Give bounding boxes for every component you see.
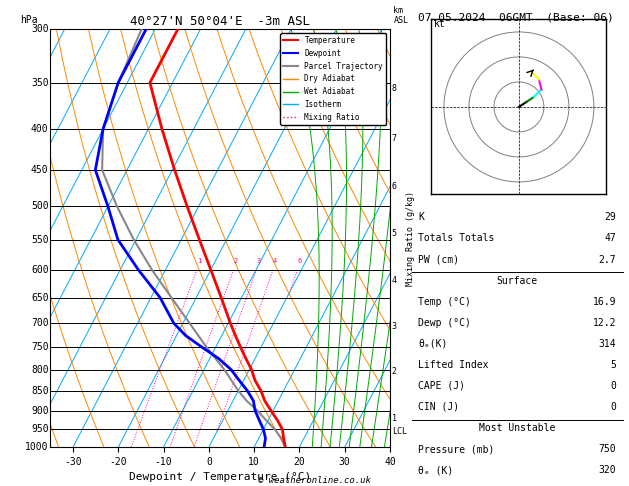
Text: 400: 400 bbox=[31, 124, 48, 134]
Text: Lifted Index: Lifted Index bbox=[418, 360, 489, 370]
Text: 850: 850 bbox=[31, 386, 48, 396]
Text: 500: 500 bbox=[31, 202, 48, 211]
Text: 950: 950 bbox=[31, 424, 48, 434]
Text: 0: 0 bbox=[611, 402, 616, 412]
Legend: Temperature, Dewpoint, Parcel Trajectory, Dry Adiabat, Wet Adiabat, Isotherm, Mi: Temperature, Dewpoint, Parcel Trajectory… bbox=[280, 33, 386, 125]
Text: 3: 3 bbox=[392, 322, 397, 331]
Text: 7: 7 bbox=[392, 134, 397, 143]
Text: 6: 6 bbox=[298, 258, 301, 264]
Text: 1: 1 bbox=[197, 258, 201, 264]
Text: Mixing Ratio (g/kg): Mixing Ratio (g/kg) bbox=[406, 191, 415, 286]
Text: hPa: hPa bbox=[19, 15, 37, 25]
Text: θₑ (K): θₑ (K) bbox=[418, 465, 454, 475]
Text: 6: 6 bbox=[392, 182, 397, 191]
Text: kt: kt bbox=[434, 19, 446, 29]
Text: 320: 320 bbox=[599, 465, 616, 475]
Text: 3: 3 bbox=[256, 258, 260, 264]
Text: LCL: LCL bbox=[392, 427, 407, 435]
Text: 1: 1 bbox=[392, 414, 397, 423]
Text: 300: 300 bbox=[31, 24, 48, 34]
Text: Temp (°C): Temp (°C) bbox=[418, 296, 471, 307]
Text: 600: 600 bbox=[31, 265, 48, 275]
Title: 40°27'N 50°04'E  -3m ASL: 40°27'N 50°04'E -3m ASL bbox=[130, 15, 310, 28]
Text: CIN (J): CIN (J) bbox=[418, 402, 459, 412]
Text: 2: 2 bbox=[233, 258, 238, 264]
Text: 314: 314 bbox=[599, 339, 616, 349]
Text: θₑ(K): θₑ(K) bbox=[418, 339, 448, 349]
Text: 4: 4 bbox=[392, 276, 397, 284]
Text: 1000: 1000 bbox=[25, 442, 48, 452]
Text: 0: 0 bbox=[611, 381, 616, 391]
Text: Surface: Surface bbox=[497, 276, 538, 286]
Text: 07.05.2024  06GMT  (Base: 06): 07.05.2024 06GMT (Base: 06) bbox=[418, 12, 614, 22]
Text: Pressure (mb): Pressure (mb) bbox=[418, 444, 494, 454]
Text: 900: 900 bbox=[31, 405, 48, 416]
Text: CAPE (J): CAPE (J) bbox=[418, 381, 465, 391]
Text: 5: 5 bbox=[392, 229, 397, 238]
Text: 5: 5 bbox=[611, 360, 616, 370]
Text: 750: 750 bbox=[31, 342, 48, 352]
Text: 2: 2 bbox=[392, 367, 397, 376]
Text: 350: 350 bbox=[31, 78, 48, 87]
Text: 8: 8 bbox=[392, 84, 397, 93]
Text: PW (cm): PW (cm) bbox=[418, 255, 459, 264]
Text: 450: 450 bbox=[31, 165, 48, 175]
Text: 700: 700 bbox=[31, 318, 48, 329]
Text: 750: 750 bbox=[599, 444, 616, 454]
Text: 47: 47 bbox=[604, 233, 616, 243]
Text: 4: 4 bbox=[273, 258, 277, 264]
Text: © weatheronline.co.uk: © weatheronline.co.uk bbox=[258, 476, 371, 485]
Text: 550: 550 bbox=[31, 235, 48, 244]
Text: Most Unstable: Most Unstable bbox=[479, 423, 555, 433]
X-axis label: Dewpoint / Temperature (°C): Dewpoint / Temperature (°C) bbox=[129, 472, 311, 483]
Text: 800: 800 bbox=[31, 364, 48, 375]
Text: K: K bbox=[418, 212, 424, 223]
Text: 16.9: 16.9 bbox=[593, 296, 616, 307]
Text: Totals Totals: Totals Totals bbox=[418, 233, 494, 243]
Text: km
ASL: km ASL bbox=[393, 5, 408, 25]
Text: Dewp (°C): Dewp (°C) bbox=[418, 318, 471, 328]
Text: 2.7: 2.7 bbox=[599, 255, 616, 264]
Text: 650: 650 bbox=[31, 293, 48, 303]
Text: 12.2: 12.2 bbox=[593, 318, 616, 328]
Text: 29: 29 bbox=[604, 212, 616, 223]
